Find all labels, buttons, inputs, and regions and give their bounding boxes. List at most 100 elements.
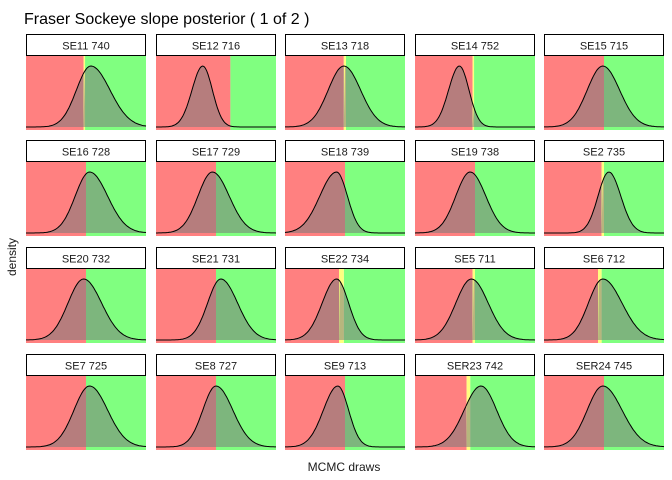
facet-panels: SE11 740 SE12 716 SE13 718 SE14 752 SE15 715… (26, 34, 665, 450)
chart-title: Fraser Sockeye slope posterior ( 1 of 2 … (24, 11, 309, 28)
facet-panel: SE17 729 (156, 140, 277, 236)
density-fill-below (285, 279, 339, 340)
density-fill-below (285, 172, 345, 233)
density-fill-above (466, 386, 535, 447)
strip-box (285, 247, 405, 269)
density-curve (284, 171, 405, 234)
density-fill-above (86, 279, 146, 340)
strip-box (415, 354, 535, 376)
density-fill-above (216, 279, 276, 340)
density-fill-below (544, 185, 602, 233)
density-fill-below (26, 387, 86, 447)
strip-box (415, 247, 535, 269)
density-fill-below (415, 279, 473, 340)
density-fill-above (345, 398, 405, 447)
strip-box (285, 140, 405, 162)
facet-panel: SE19 738 (414, 140, 535, 236)
density-curve (415, 385, 535, 448)
density-fill-above (339, 281, 405, 340)
strip-label: SE20 732 (62, 254, 110, 266)
density-fill-above (345, 187, 405, 233)
density-fill-above (472, 106, 535, 127)
density-fill-below (156, 386, 216, 447)
density-fill-below (415, 66, 473, 127)
density-fill-above (601, 172, 664, 233)
strip-label: SE5 711 (454, 254, 495, 266)
facet-panel: SE15 715 (544, 34, 664, 130)
density-curve (26, 385, 147, 448)
density-fill-below (544, 386, 604, 447)
strip-box (544, 140, 664, 162)
strip-label: SE14 752 (451, 41, 499, 53)
strip-box (26, 34, 146, 56)
strip-label: SE18 739 (321, 147, 369, 159)
strip-box (156, 34, 276, 56)
facet-panel: SER24 745 (544, 354, 665, 450)
density-fill-above (475, 174, 535, 233)
density-curve (156, 278, 277, 341)
density-curve (414, 171, 535, 234)
density-fill-above (604, 66, 664, 127)
facet-panel: SE12 716 (156, 34, 276, 130)
strip-box (415, 34, 535, 56)
density-curve (156, 171, 277, 234)
density-fill-above (598, 279, 664, 340)
density-curve (415, 278, 536, 341)
facet-panel: SE20 732 (26, 247, 147, 343)
density-curve (26, 278, 147, 341)
above-threshold-region (230, 56, 276, 130)
density-fill-below (415, 172, 475, 233)
density-fill-above (216, 386, 276, 447)
strip-label: SE17 729 (192, 147, 240, 159)
strip-box (156, 354, 276, 376)
density-curve (26, 171, 147, 234)
density-fill-above (86, 172, 146, 233)
density-curve (285, 278, 405, 341)
density-fill-above (83, 66, 146, 127)
strip-box (285, 34, 405, 56)
density-curve (156, 65, 276, 128)
facet-panel: SE14 752 (415, 34, 535, 130)
density-fill-below (26, 73, 84, 127)
strip-label: SE16 728 (62, 147, 110, 159)
density-curve (415, 65, 535, 128)
strip-box (26, 140, 146, 162)
strip-box (544, 354, 664, 376)
strip-label: SE13 718 (321, 41, 369, 53)
strip-label: SE2 735 (583, 147, 625, 159)
facet-panel: SE21 731 (156, 247, 277, 343)
strip-label: SE9 713 (324, 361, 366, 373)
above-threshold-region (474, 56, 535, 130)
density-curve (544, 278, 665, 341)
strip-label: SE19 738 (451, 147, 499, 159)
facet-panel: SE16 728 (26, 140, 147, 236)
density-fill-below (26, 173, 86, 233)
strip-label: SE15 715 (580, 41, 628, 53)
density-curve (285, 65, 405, 128)
y-axis-label: density (5, 238, 19, 276)
strip-box (415, 140, 535, 162)
density-fill-below (415, 406, 467, 447)
strip-label: SER24 745 (576, 361, 632, 373)
strip-box (26, 354, 146, 376)
density-fill-above (216, 173, 276, 233)
density-curve (544, 385, 665, 448)
strip-box (26, 247, 146, 269)
strip-label: SE21 731 (192, 254, 240, 266)
facet-panel: SE5 711 (415, 247, 536, 343)
density-curve (156, 385, 276, 448)
density-fill-above (343, 66, 405, 127)
strip-label: SE7 725 (65, 361, 107, 373)
strip-label: SER23 742 (447, 361, 503, 373)
density-fill-below (544, 283, 598, 340)
facet-panel: SE6 712 (544, 247, 665, 343)
density-fill-above (86, 386, 146, 447)
density-curve (285, 385, 405, 448)
facet-panel: SE2 735 (544, 140, 664, 236)
facet-panel: SE11 740 (26, 34, 147, 130)
strip-box (544, 247, 664, 269)
density-curve (26, 65, 147, 128)
facet-panel: SE8 727 (156, 354, 276, 450)
